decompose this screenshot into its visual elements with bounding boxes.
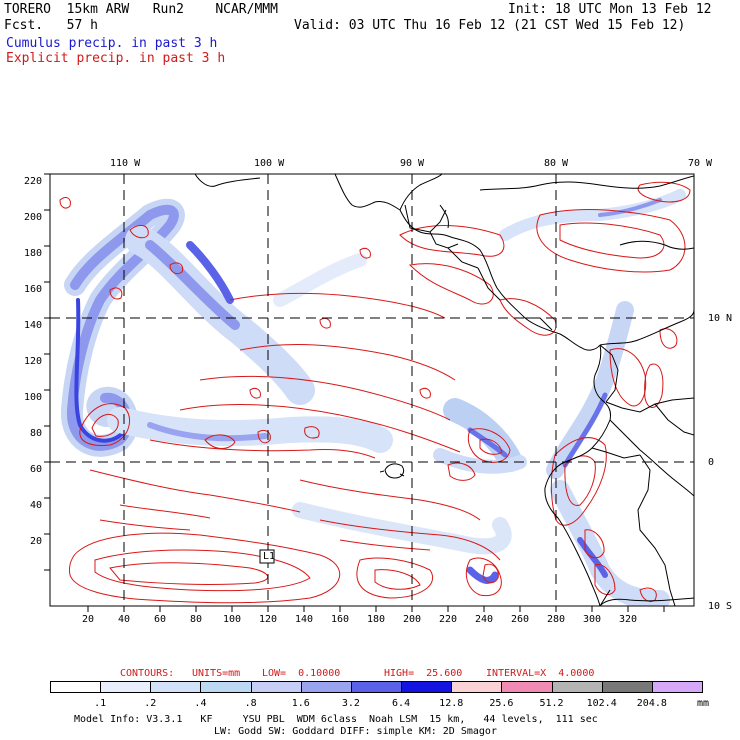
lon-label-70w: 70 W [688,158,713,169]
y-tick-label: 100 [24,392,43,403]
contours-label: CONTOURS: [120,668,175,679]
colorbar-swatch [300,681,352,693]
lon-label-100w: 100 W [254,158,285,169]
colorbar-label: 6.4 [392,698,411,709]
x-tick-label: 40 [118,614,131,625]
colorbar-label: 1.6 [291,698,310,709]
station-marker-label: L1 [263,551,276,562]
colorbar-swatch [150,681,202,693]
cumulus-precip-shading [60,189,686,606]
contours-interval: INTERVAL=X 4.0000 [486,668,595,679]
x-tick-label: 100 [223,614,242,625]
contours-units: UNITS=mm [192,668,241,679]
colorbar-label: 102.4 [586,698,617,709]
x-tick-label: 300 [583,614,602,625]
x-tick-label: 220 [439,614,458,625]
colorbar-swatch [100,681,152,693]
x-tick-label: 240 [475,614,494,625]
colorbar-swatch [250,681,302,693]
contours-low: LOW= 0.10000 [262,668,341,679]
colorbar-label: .8 [244,698,257,709]
colorbar-swatch [200,681,252,693]
colorbar-swatch [401,681,453,693]
colorbar-label: 51.2 [539,698,564,709]
x-tick-label: 140 [295,614,314,625]
x-tick-label: 60 [154,614,167,625]
y-tick-label: 40 [30,500,43,511]
y-tick-label: 120 [24,356,43,367]
y-tick-label: 180 [24,248,43,259]
colorbar-label: 204.8 [636,698,667,709]
physics-info: LW: Godd SW: Goddard DIFF: simple KM: 2D… [214,726,497,737]
forecast-hour: Fcst. 57 h [4,18,98,33]
x-tick-label: 180 [367,614,386,625]
x-tick-label: 280 [547,614,566,625]
axis-ticks [44,173,665,612]
model-title: TORERO 15km ARW Run2 NCAR/MMM [4,2,278,17]
y-tick-label: 20 [30,536,43,547]
explicit-legend: Explicit precip. in past 3 h [6,51,226,66]
country-borders [404,204,694,606]
y-tick-label: 200 [24,212,43,223]
colorbar-label: 25.6 [489,698,514,709]
x-tick-label: 320 [619,614,638,625]
x-tick-label: 20 [82,614,95,625]
colorbar-swatch [551,681,603,693]
colorbar-unit: mm [697,698,710,709]
x-tick-label: 260 [511,614,530,625]
y-tick-label: 80 [30,428,43,439]
x-tick-label: 160 [331,614,350,625]
lon-label-90w: 90 W [400,158,425,169]
lon-label-80w: 80 W [544,158,569,169]
explicit-precip-contours [59,181,691,604]
init-time: Init: 18 UTC Mon 13 Feb 12 [508,2,712,17]
y-tick-label: 220 [24,176,43,187]
station-marker [259,549,275,564]
lat-label-0: 0 [708,457,715,468]
lat-label-10s: 10 S [708,601,733,612]
cumulus-legend: Cumulus precip. in past 3 h [6,36,218,51]
contours-high: HIGH= 25.600 [384,668,463,679]
colorbar-label: 3.2 [341,698,360,709]
colorbar-swatch [451,681,503,693]
colorbar-swatch [501,681,553,693]
colorbar-swatch [601,681,653,693]
colorbar-label: 12.8 [439,698,464,709]
x-tick-label: 80 [190,614,203,625]
y-tick-label: 140 [24,320,43,331]
model-info: Model Info: V3.3.1 KF YSU PBL WDM 6class… [74,714,598,725]
colorbar-label: .2 [144,698,157,709]
colorbar-swatch [50,681,102,693]
colorbar-label: .4 [194,698,207,709]
lon-label-110w: 110 W [110,158,141,169]
colorbar-swatch [350,681,403,693]
colorbar-label: .1 [94,698,107,709]
x-tick-label: 120 [259,614,278,625]
lat-lon-grid [50,174,694,606]
y-tick-label: 60 [30,464,43,475]
x-tick-label: 200 [403,614,422,625]
lat-label-10n: 10 N [708,313,733,324]
valid-time: Valid: 03 UTC Thu 16 Feb 12 (21 CST Wed … [294,18,686,33]
y-tick-label: 160 [24,284,43,295]
colorbar-swatch [651,681,703,693]
